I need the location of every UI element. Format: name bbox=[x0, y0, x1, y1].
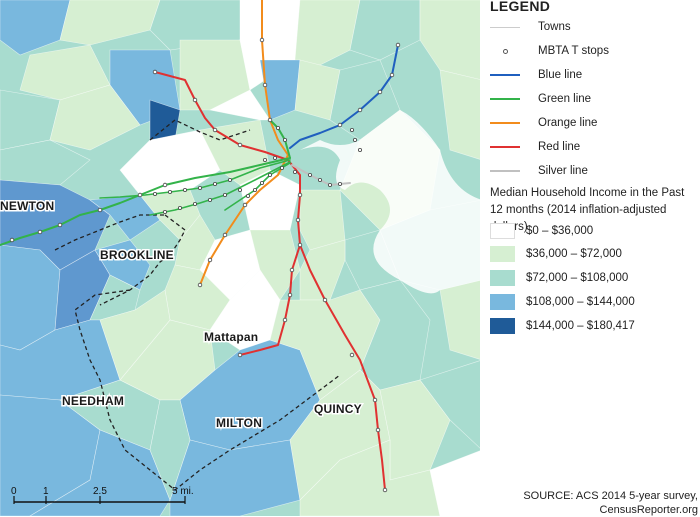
green-line-symbol bbox=[490, 98, 520, 100]
legend-item-stops: MBTA T stops bbox=[490, 43, 609, 59]
green-line-north bbox=[269, 119, 291, 159]
legend-label: Orange line bbox=[538, 117, 598, 129]
town-boundary-dashed bbox=[74, 119, 341, 491]
income-class-4: $108,000 – $144,000 bbox=[490, 293, 635, 310]
silver-line-symbol bbox=[490, 170, 520, 172]
red-line-symbol bbox=[490, 146, 520, 148]
legend-label: Towns bbox=[538, 21, 571, 33]
legend-item-blue-line: Blue line bbox=[490, 67, 582, 83]
orange-line-symbol bbox=[490, 122, 520, 124]
blue-line-symbol bbox=[490, 74, 520, 76]
source-line-2: CensusReporter.org bbox=[599, 504, 698, 516]
income-legend-title: Median Household Income in the Past 12 m… bbox=[490, 187, 685, 233]
income-label: $144,000 – $180,417 bbox=[526, 319, 635, 332]
scale-tick-0: 0 bbox=[11, 486, 17, 497]
income-label: $0 – $36,000 bbox=[526, 224, 594, 237]
scale-tick-3: 5 mi. bbox=[172, 486, 194, 497]
legend-item-green-line: Green line bbox=[490, 91, 591, 107]
scale-tick-1: 1 bbox=[43, 486, 49, 497]
income-label: $72,000 – $108,000 bbox=[526, 271, 629, 284]
scale-bar: 0 1 2.5 5 mi. bbox=[11, 486, 194, 504]
income-label: $36,000 – $72,000 bbox=[526, 247, 622, 260]
blue-line bbox=[289, 44, 399, 149]
red-line-braintree bbox=[299, 244, 386, 491]
income-swatch bbox=[490, 245, 515, 262]
income-swatch bbox=[490, 269, 515, 286]
label-quincy: QUINCY bbox=[314, 402, 362, 416]
income-swatch bbox=[490, 222, 515, 239]
towns-symbol bbox=[490, 26, 520, 28]
green-line-c bbox=[149, 161, 291, 216]
income-label: $108,000 – $144,000 bbox=[526, 295, 635, 308]
label-needham: NEEDHAM bbox=[62, 394, 124, 408]
source-note: SOURCE: ACS 2014 5-year survey, CensusRe… bbox=[523, 489, 698, 517]
legend-label: Green line bbox=[538, 93, 592, 105]
mbta-stops bbox=[9, 37, 401, 493]
harbor-water bbox=[300, 110, 482, 294]
income-class-5: $144,000 – $180,417 bbox=[490, 317, 635, 334]
stop-icon bbox=[490, 45, 520, 57]
label-mattapan: Mattapan bbox=[204, 330, 258, 344]
legend-item-silver-line: Silver line bbox=[490, 163, 588, 179]
income-class-1: $0 – $36,000 bbox=[490, 222, 593, 239]
legend-label: Red line bbox=[538, 141, 581, 153]
legend-label: Blue line bbox=[538, 69, 583, 81]
legend-title: LEGEND bbox=[490, 0, 551, 14]
legend-item-towns: Towns bbox=[490, 19, 571, 35]
source-line-1: SOURCE: ACS 2014 5-year survey, bbox=[523, 490, 698, 502]
legend-label: Silver line bbox=[538, 165, 588, 177]
label-newton: NEWTON bbox=[0, 199, 54, 213]
income-class-2: $36,000 – $72,000 bbox=[490, 245, 622, 262]
label-brookline: BROOKLINE bbox=[100, 248, 174, 262]
town-labels: NEWTON BROOKLINE Mattapan NEEDHAM MILTON… bbox=[0, 198, 363, 432]
red-line bbox=[154, 71, 301, 356]
income-class-3: $72,000 – $108,000 bbox=[490, 269, 628, 286]
legend-item-orange-line: Orange line bbox=[490, 115, 597, 131]
legend-label: MBTA T stops bbox=[538, 45, 609, 57]
label-milton: MILTON bbox=[216, 416, 262, 430]
income-swatch bbox=[490, 293, 515, 310]
scale-tick-2: 2.5 bbox=[93, 486, 107, 497]
income-swatch bbox=[490, 317, 515, 334]
legend-item-red-line: Red line bbox=[490, 139, 580, 155]
town-boundary-newton bbox=[54, 214, 165, 251]
legend-panel: LEGEND Towns MBTA T stops Blue line Gree… bbox=[480, 0, 700, 516]
